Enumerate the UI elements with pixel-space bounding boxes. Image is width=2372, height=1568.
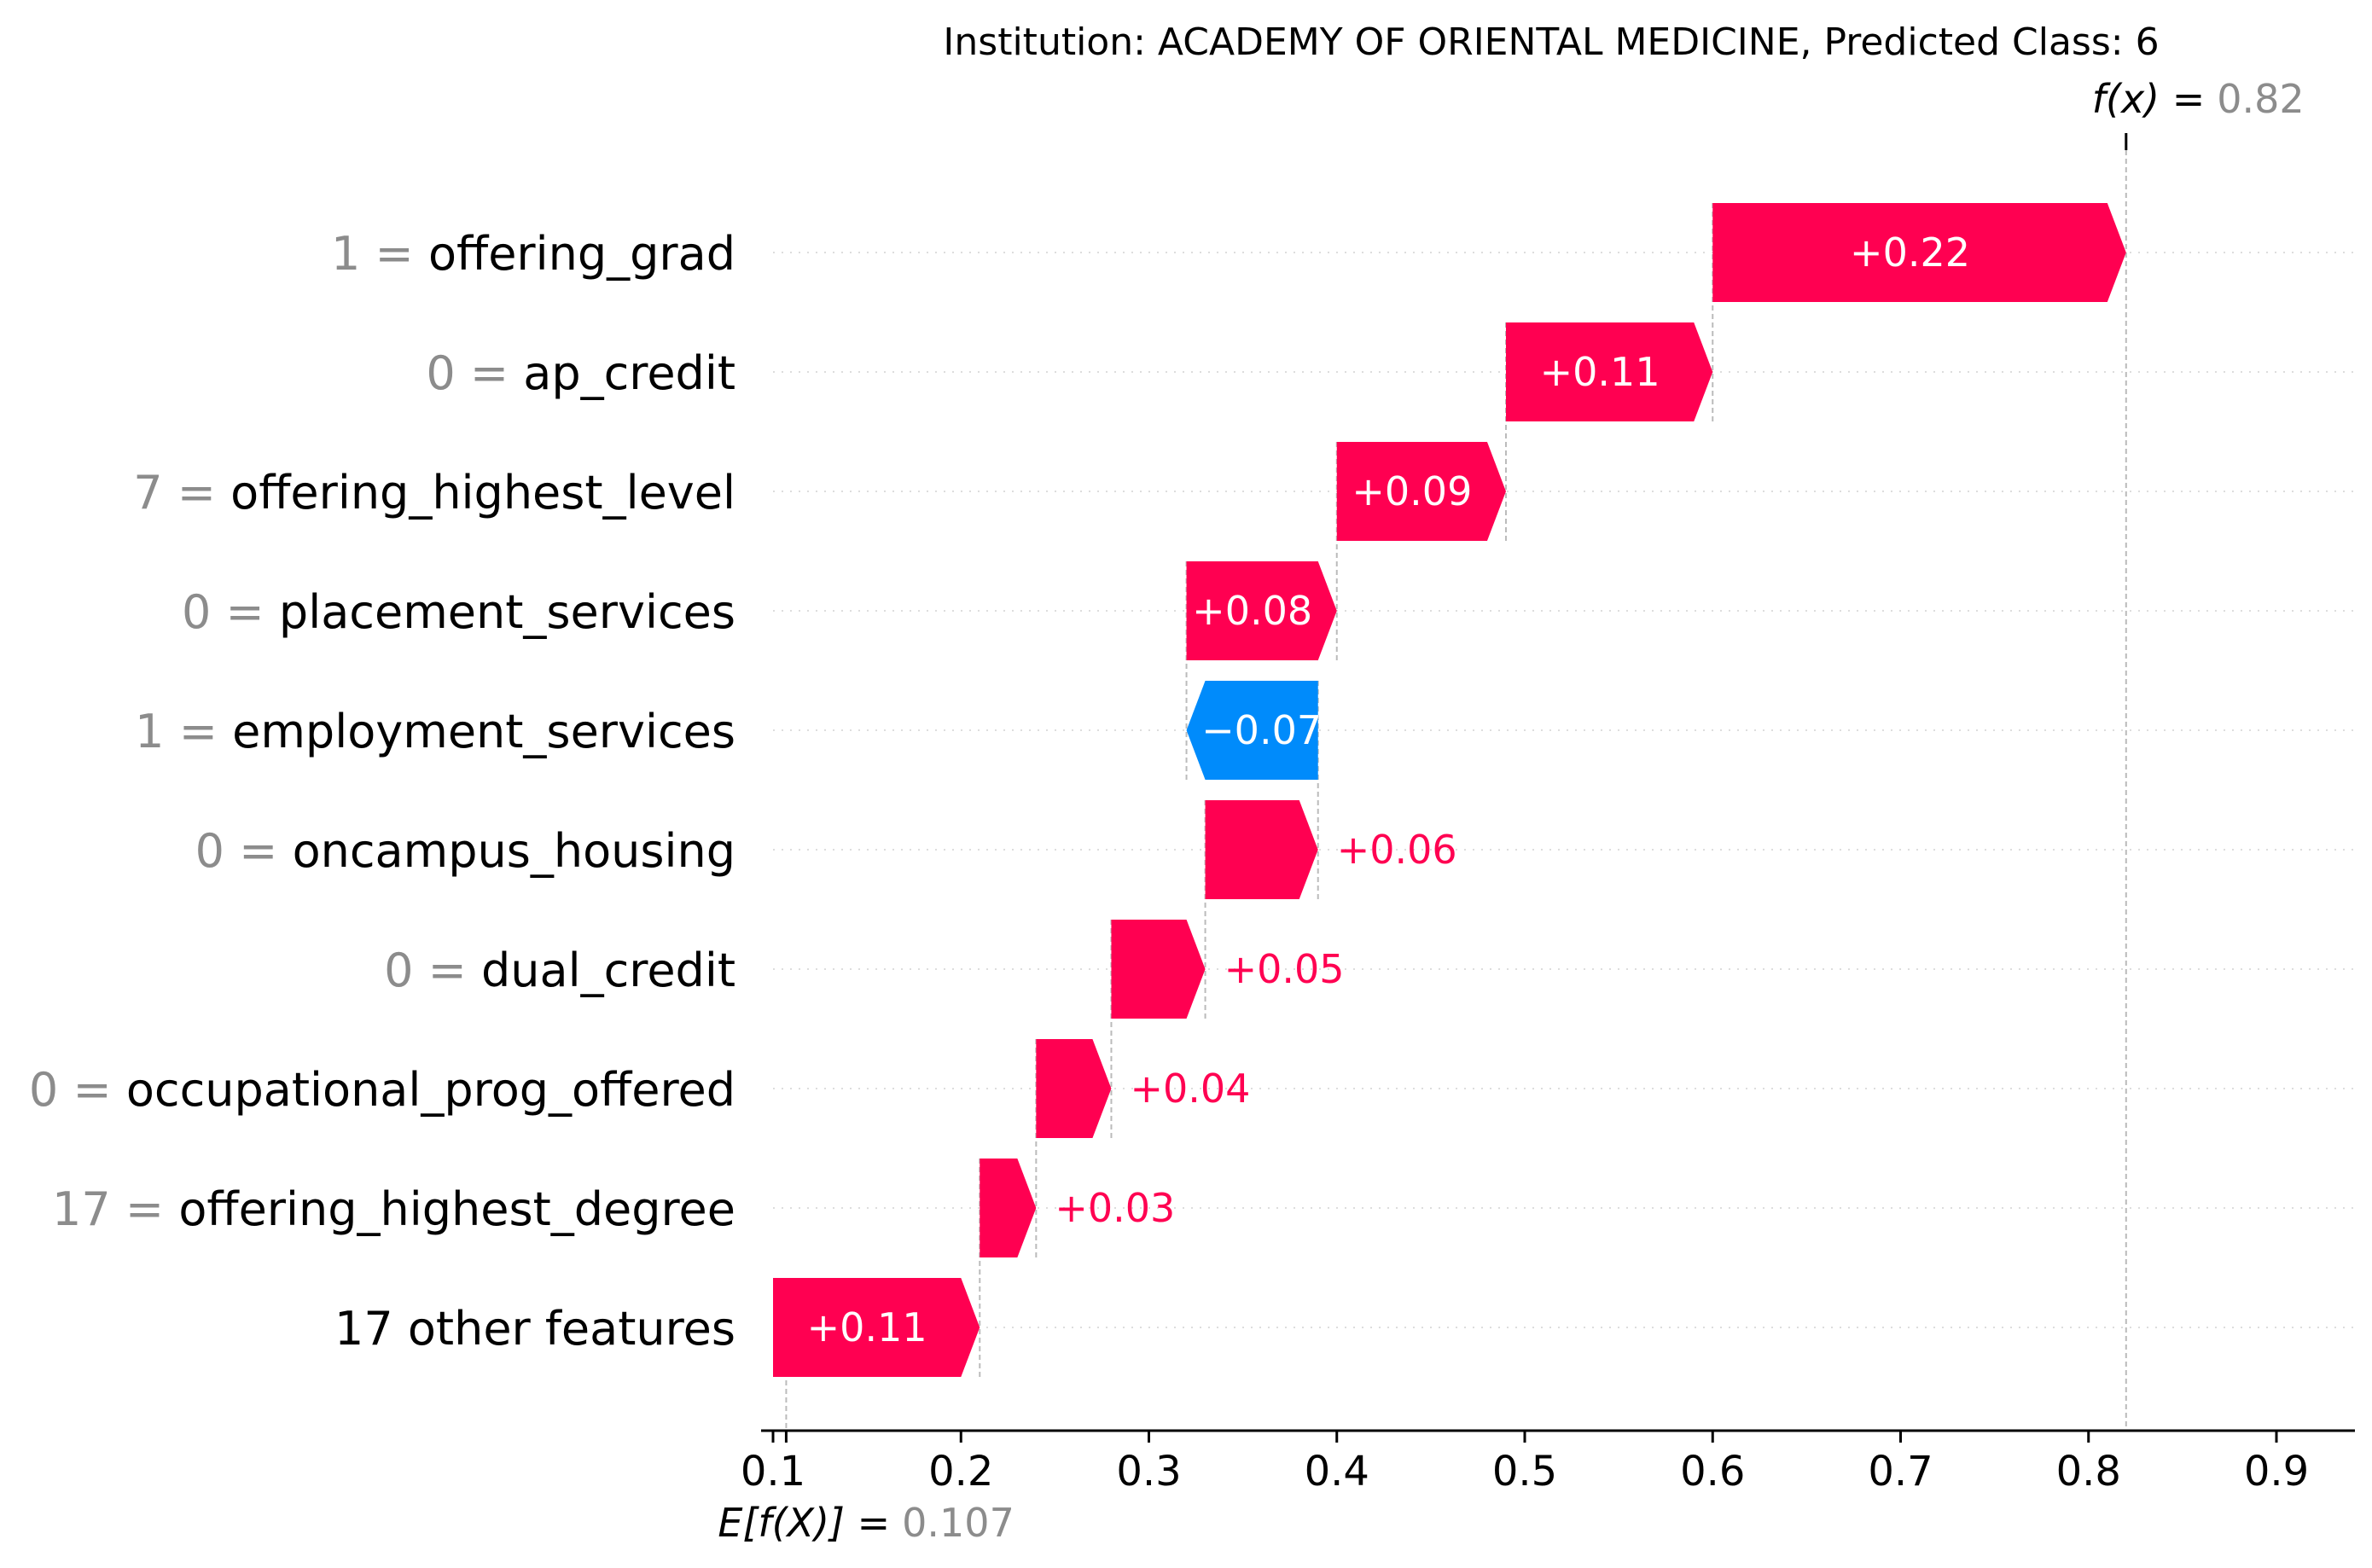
equals-sign: = <box>360 227 428 281</box>
feature-value: 17 <box>52 1182 111 1236</box>
x-tick-label: 0.7 <box>1868 1448 1933 1495</box>
base-value-prefix: E[f(X)] = <box>718 1500 890 1546</box>
feature-value: 0 <box>384 944 413 997</box>
contribution-bar <box>1186 681 1318 780</box>
equals-sign: = <box>111 1182 179 1236</box>
contribution-bar <box>1036 1039 1112 1138</box>
feature-label: 1 = employment_services <box>135 705 735 758</box>
bar-value-label: −0.07 <box>1201 707 1322 753</box>
base-value-number: 0.107 <box>902 1500 1014 1546</box>
feature-name: occupational_prog_offered <box>126 1063 735 1117</box>
bar-value-label: +0.09 <box>1352 468 1472 514</box>
bar-value-label: +0.04 <box>1130 1066 1250 1112</box>
value-annotations: E[f(X)] = 0.107 f(x) = 0.82 <box>718 76 2304 1546</box>
chart-title: Institution: ACADEMY OF ORIENTAL MEDICIN… <box>943 20 2159 64</box>
x-tick-label: 0.9 <box>2244 1448 2309 1495</box>
bar-value-label: +0.08 <box>1192 588 1312 634</box>
contribution-bars: +0.22 +0.11 +0.09 +0.08 −0.07 +0.06 +0.05 +0.04… <box>773 203 2126 1377</box>
x-tick-label: 0.2 <box>928 1448 993 1495</box>
x-tick-label: 0.8 <box>2056 1448 2121 1495</box>
feature-name: employment_services <box>232 705 735 758</box>
contribution-bar <box>1111 920 1206 1019</box>
feature-name: offering_highest_degree <box>178 1182 735 1236</box>
feature-label: 17 = offering_highest_degree <box>52 1182 735 1236</box>
x-tick-label: 0.3 <box>1116 1448 1181 1495</box>
equals-sign: = <box>163 466 231 520</box>
base-value-annotation: E[f(X)] = 0.107 <box>718 1500 1014 1546</box>
output-value-number: 0.82 <box>2217 76 2304 122</box>
feature-label: 0 = dual_credit <box>384 944 735 997</box>
contribution-bar <box>1712 203 2126 302</box>
feature-label: 1 = offering_grad <box>331 227 735 281</box>
bar-value-label: +0.06 <box>1337 827 1457 873</box>
contribution-bar <box>1205 800 1318 899</box>
feature-name: offering_grad <box>428 227 735 281</box>
x-axis: 0.1 0.2 0.3 0.4 0.5 0.6 0.7 0.8 0.9 <box>741 1429 2355 1495</box>
feature-name: placement_services <box>279 585 735 639</box>
feature-value: 7 <box>133 466 162 520</box>
feature-labels: 1 = offering_grad 0 = ap_credit 7 = offeri… <box>29 227 735 1356</box>
x-tick-label: 0.5 <box>1492 1448 1557 1495</box>
x-tick-label: 0.6 <box>1680 1448 1745 1495</box>
feature-label: 0 = occupational_prog_offered <box>29 1063 735 1117</box>
feature-value: 0 <box>195 824 224 878</box>
equals-sign: = <box>165 705 233 758</box>
equals-sign: = <box>58 1063 126 1117</box>
feature-label: 0 = placement_services <box>182 585 735 639</box>
output-value-annotation: f(x) = 0.82 <box>2092 76 2305 122</box>
feature-name: oncampus_housing <box>293 824 735 878</box>
contribution-bar <box>1186 561 1337 660</box>
feature-name: dual_credit <box>481 944 735 997</box>
feature-label: 0 = ap_credit <box>426 346 735 400</box>
feature-name: ap_credit <box>523 346 735 400</box>
x-tick-label: 0.1 <box>741 1448 805 1495</box>
contribution-bar <box>1336 442 1506 541</box>
bar-value-label: +0.05 <box>1224 946 1345 992</box>
feature-label: 7 = offering_highest_level <box>133 466 735 520</box>
equals-sign: = <box>211 585 279 639</box>
feature-value: 1 <box>331 227 360 281</box>
x-tick-label: 0.4 <box>1305 1448 1369 1495</box>
output-value-prefix: f(x) = <box>2092 76 2205 122</box>
bar-value-label: +0.11 <box>807 1304 927 1350</box>
equals-sign: = <box>413 944 481 997</box>
contribution-bar <box>773 1278 980 1377</box>
feature-value: 0 <box>182 585 211 639</box>
feature-value: 0 <box>29 1063 58 1117</box>
bar-value-label: +0.22 <box>1850 229 1970 276</box>
feature-name: offering_highest_level <box>230 466 735 520</box>
feature-label: 0 = oncampus_housing <box>195 824 735 878</box>
equals-sign: = <box>456 346 524 400</box>
bar-value-label: +0.11 <box>1540 349 1660 395</box>
contribution-bar <box>1505 322 1713 421</box>
bar-value-label: +0.03 <box>1055 1185 1175 1231</box>
feature-value: 1 <box>135 705 164 758</box>
feature-value: 0 <box>426 346 455 400</box>
feature-label: 17 other features <box>334 1302 735 1356</box>
equals-sign: = <box>224 824 293 878</box>
contribution-bar <box>980 1159 1037 1257</box>
feature-name: 17 other features <box>334 1302 735 1356</box>
